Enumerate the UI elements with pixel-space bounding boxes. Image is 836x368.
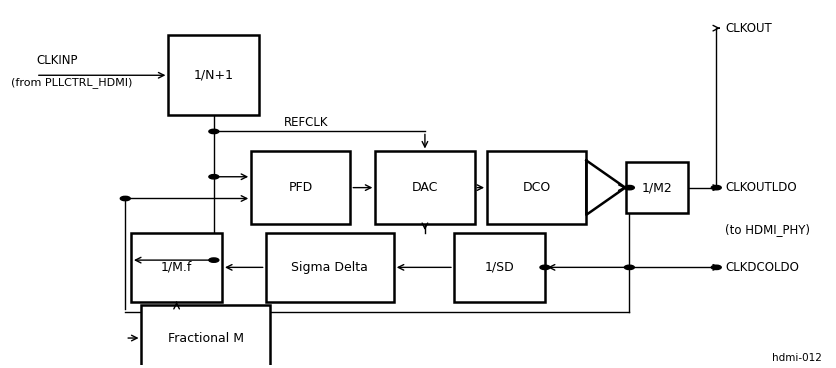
Text: hdmi-012: hdmi-012 — [772, 353, 823, 363]
Text: (from PLLCTRL_HDMI): (from PLLCTRL_HDMI) — [11, 77, 132, 88]
Text: 1/M2: 1/M2 — [641, 181, 672, 194]
Text: DAC: DAC — [412, 181, 438, 194]
Circle shape — [711, 185, 721, 190]
Text: CLKOUTLDO: CLKOUTLDO — [726, 181, 797, 194]
Text: Sigma Delta: Sigma Delta — [291, 261, 368, 274]
Text: REFCLK: REFCLK — [284, 116, 329, 129]
Polygon shape — [586, 160, 625, 215]
FancyBboxPatch shape — [131, 233, 222, 302]
Text: CLKDCOLDO: CLKDCOLDO — [726, 261, 799, 274]
Text: PFD: PFD — [288, 181, 313, 194]
Circle shape — [540, 265, 550, 269]
Text: CLKOUT: CLKOUT — [726, 22, 772, 35]
Circle shape — [209, 129, 219, 134]
Text: 1/N+1: 1/N+1 — [194, 69, 234, 82]
Circle shape — [209, 174, 219, 179]
FancyBboxPatch shape — [251, 151, 350, 224]
Circle shape — [624, 265, 635, 269]
FancyBboxPatch shape — [487, 151, 586, 224]
FancyBboxPatch shape — [266, 233, 394, 302]
FancyBboxPatch shape — [454, 233, 545, 302]
Text: CLKINP: CLKINP — [36, 54, 78, 67]
Circle shape — [120, 196, 130, 201]
Text: DCO: DCO — [522, 181, 551, 194]
Text: 1/SD: 1/SD — [485, 261, 514, 274]
FancyBboxPatch shape — [625, 162, 688, 213]
Circle shape — [624, 185, 635, 190]
Circle shape — [711, 265, 721, 269]
FancyBboxPatch shape — [141, 305, 270, 368]
Circle shape — [209, 258, 219, 262]
Text: 1/M.f: 1/M.f — [161, 261, 192, 274]
FancyBboxPatch shape — [375, 151, 475, 224]
FancyBboxPatch shape — [168, 35, 259, 115]
Text: (to HDMI_PHY): (to HDMI_PHY) — [726, 223, 810, 236]
Text: Fractional M: Fractional M — [167, 332, 243, 344]
